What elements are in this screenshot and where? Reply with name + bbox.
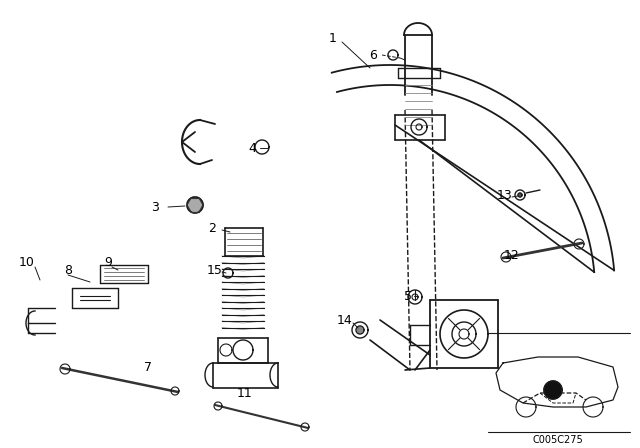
Polygon shape [518, 193, 522, 197]
Text: 14: 14 [337, 314, 353, 327]
Text: 2: 2 [208, 221, 216, 234]
Text: 3: 3 [151, 201, 159, 214]
Text: 15: 15 [207, 263, 223, 276]
Text: 13: 13 [497, 189, 513, 202]
Text: 1: 1 [329, 31, 337, 44]
Text: 6: 6 [369, 48, 377, 61]
Text: 4: 4 [248, 142, 256, 155]
Polygon shape [356, 326, 364, 334]
Polygon shape [544, 381, 562, 399]
Text: 8: 8 [64, 263, 72, 276]
Text: C005C275: C005C275 [532, 435, 584, 445]
Text: 10: 10 [19, 255, 35, 268]
Text: 5: 5 [404, 289, 412, 302]
Text: 7: 7 [144, 361, 152, 374]
Text: 9: 9 [104, 255, 112, 268]
Text: 12: 12 [504, 249, 520, 262]
Polygon shape [187, 197, 203, 213]
Text: 11: 11 [237, 387, 253, 400]
